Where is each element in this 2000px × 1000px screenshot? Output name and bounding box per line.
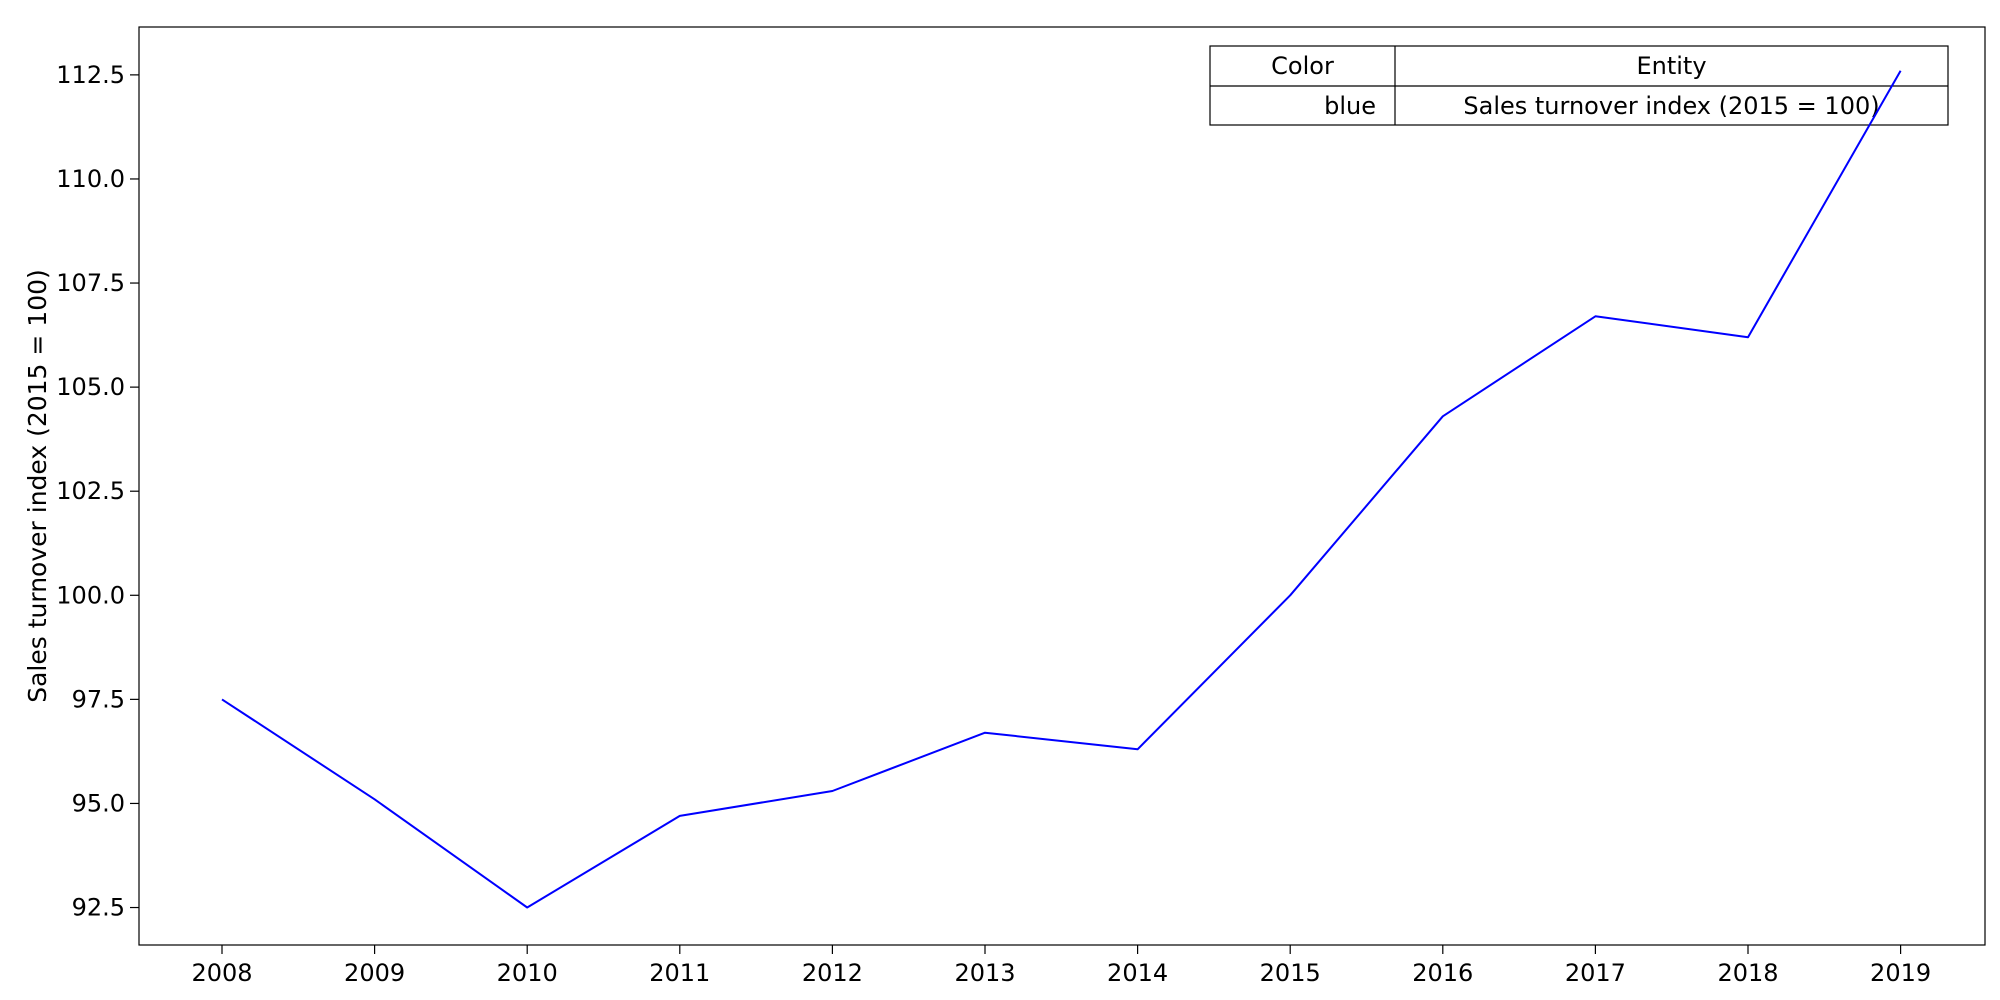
y-tick-label: 112.5 (56, 61, 125, 89)
x-tick-label: 2008 (191, 959, 252, 987)
y-tick-label: 105.0 (56, 373, 125, 401)
legend-cell-color: blue (1324, 92, 1376, 120)
y-axis-title: Sales turnover index (2015 = 100) (23, 269, 52, 703)
x-tick-label: 2011 (649, 959, 710, 987)
x-tick-label: 2016 (1412, 959, 1473, 987)
x-tick-label: 2013 (954, 959, 1015, 987)
y-tick-label: 92.5 (72, 894, 125, 922)
y-tick-label: 110.0 (56, 165, 125, 193)
y-axis: 92.5 95.0 97.5 100.0 102.5 105.0 107.5 110.0 112… (56, 61, 139, 922)
x-tick-label: 2010 (497, 959, 558, 987)
series-line (221, 70, 1902, 909)
x-tick-label: 2015 (1260, 959, 1321, 987)
y-tick-label: 107.5 (56, 269, 125, 297)
legend-cell-entity: Sales turnover index (2015 = 100) (1463, 92, 1879, 120)
y-tick-label: 100.0 (56, 581, 125, 609)
x-axis: 2008 2009 2010 2011 2012 2013 2014 2015 2016 2017… (191, 945, 1931, 987)
y-tick-label: 97.5 (72, 685, 125, 713)
y-tick-label: 95.0 (72, 789, 125, 817)
series-layer (221, 70, 1902, 909)
y-tick-label: 102.5 (56, 477, 125, 505)
x-tick-label: 2012 (802, 959, 863, 987)
x-tick-label: 2018 (1717, 959, 1778, 987)
legend-header-entity: Entity (1636, 52, 1706, 80)
x-tick-label: 2017 (1565, 959, 1626, 987)
legend-header-color: Color (1271, 52, 1334, 80)
legend-table: Color Entity blue Sales turnover index (201… (1209, 45, 1949, 126)
plot-area (138, 26, 1986, 946)
x-tick-label: 2019 (1870, 959, 1931, 987)
x-tick-label: 2014 (1107, 959, 1168, 987)
x-tick-label: 2009 (344, 959, 405, 987)
